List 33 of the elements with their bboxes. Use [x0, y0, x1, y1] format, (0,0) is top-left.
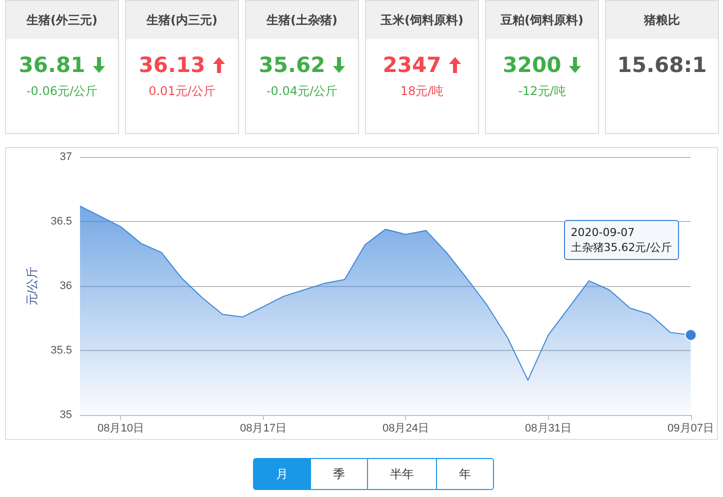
text: 0.01元/公斤 — [148, 83, 216, 100]
y-tick-label: 37 — [60, 151, 72, 163]
text: 36.81 — [18, 53, 86, 77]
text: 季 — [310, 459, 367, 489]
text: 18元/吨 — [399, 83, 445, 100]
text: 35.62 — [258, 53, 326, 77]
x-tick-label: 08月31日 — [525, 422, 572, 434]
category-label: 猪粮比 — [606, 1, 718, 39]
y-tick-label: 36 — [60, 280, 72, 292]
category-label: 生猪(外三元) — [6, 1, 118, 39]
x-tick-label: 08月10日 — [97, 422, 144, 434]
text: 半年 — [367, 459, 436, 489]
text: 月 — [254, 459, 310, 489]
text: -12元/吨 — [517, 83, 567, 100]
text: -0.06元/公斤 — [25, 83, 99, 100]
x-tick-label: 09月07日 — [668, 422, 714, 434]
text: 36.13 — [138, 53, 206, 77]
y-axis-title: 元/公斤 — [25, 266, 39, 306]
text: 3200 — [502, 53, 562, 77]
category-label: 生猪(内三元) — [126, 1, 238, 39]
y-tick-label: 36.5 — [50, 216, 72, 228]
text: 2347 — [382, 53, 442, 77]
y-tick-label: 35 — [60, 409, 72, 421]
annotation: 2020-09-07 土杂猪35.62元/公斤 — [564, 220, 679, 260]
category-label: 玉米(饲料原料) — [366, 1, 478, 39]
category-label: 生猪(土杂猪) — [246, 1, 358, 39]
x-tick-label: 08月24日 — [382, 422, 429, 434]
category-label: 豆粕(饲料原料) — [486, 1, 598, 39]
x-tick-label: 08月17日 — [240, 422, 286, 434]
text: 15.68:1 — [617, 53, 707, 77]
y-tick-label: 35.5 — [50, 344, 72, 356]
text: 年 — [436, 459, 493, 489]
text: -0.04元/公斤 — [265, 83, 339, 100]
